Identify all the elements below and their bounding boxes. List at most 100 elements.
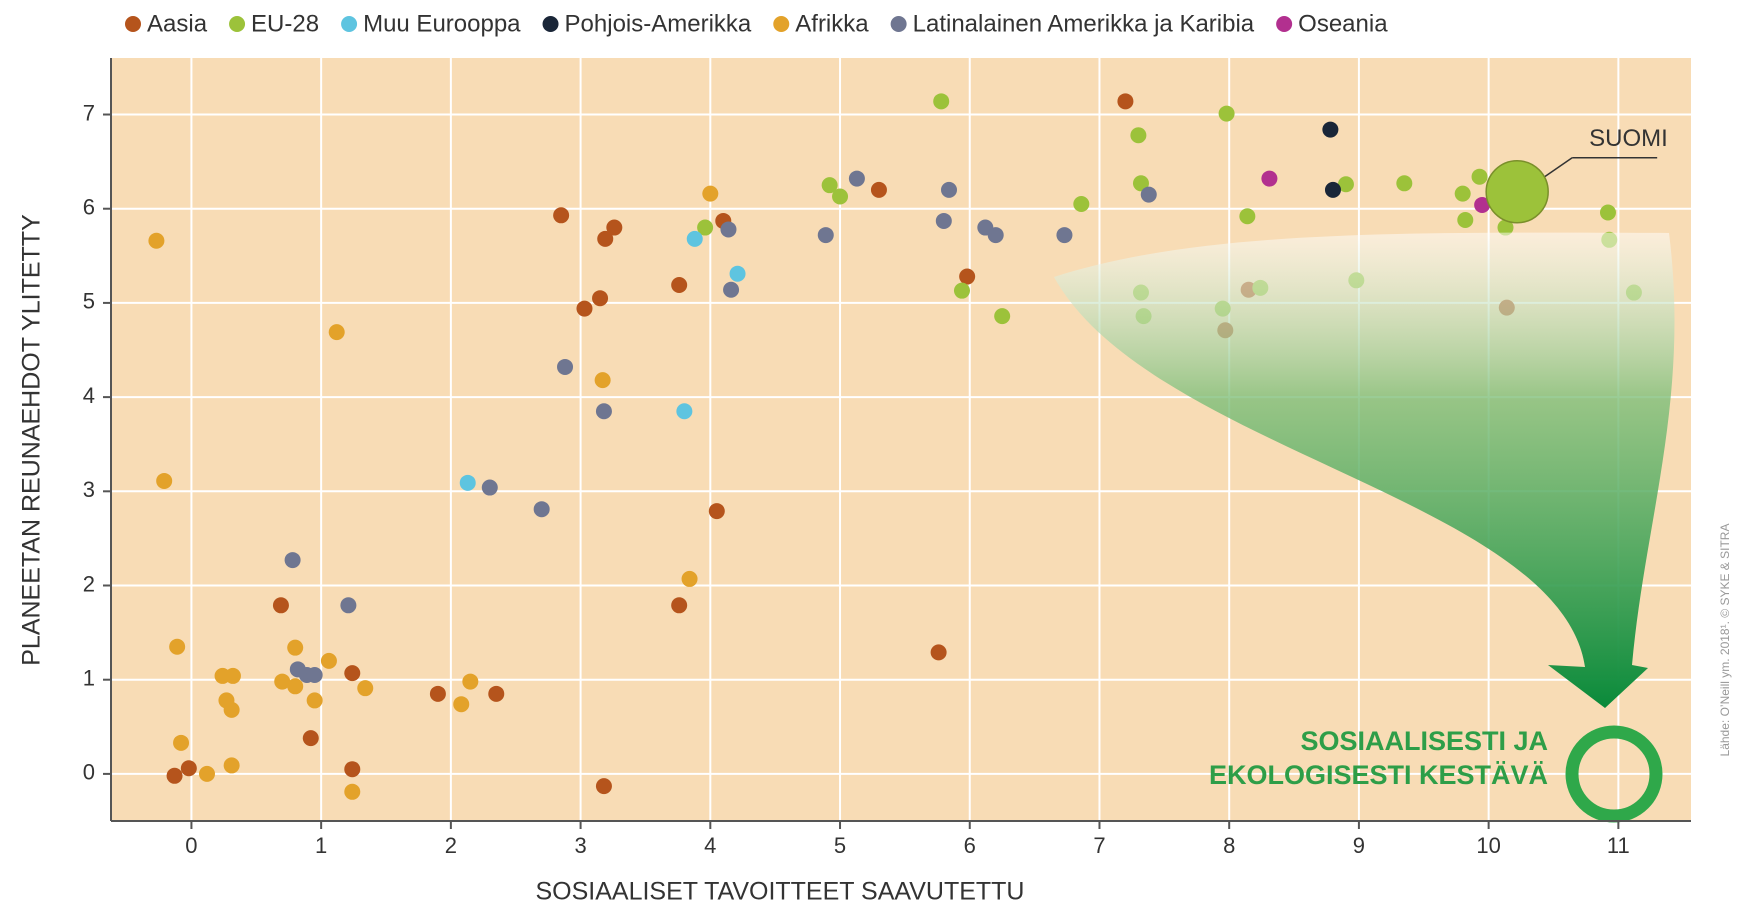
point	[1457, 212, 1473, 228]
point	[1239, 208, 1255, 224]
source: Lähde: O’Neill ym. 2018¹. © SYKE & SITRA	[1718, 524, 1732, 757]
point	[818, 227, 834, 243]
point	[1396, 175, 1412, 191]
legend-marker	[125, 16, 141, 32]
point	[285, 552, 301, 568]
point	[592, 290, 608, 306]
point	[344, 761, 360, 777]
point	[344, 784, 360, 800]
legend-marker	[229, 16, 245, 32]
y-tick-label: 4	[83, 383, 95, 408]
point	[988, 227, 1004, 243]
point	[676, 403, 692, 419]
y-tick-label: 2	[83, 571, 95, 596]
point	[1322, 122, 1338, 138]
point	[482, 480, 498, 496]
legend-label: Pohjois-Amerikka	[565, 10, 752, 37]
legend-marker	[1276, 16, 1292, 32]
legend-label: Oseania	[1298, 10, 1388, 37]
x-tick-label: 5	[834, 833, 846, 858]
x-tick-label: 2	[445, 833, 457, 858]
point	[462, 674, 478, 690]
point	[1219, 106, 1235, 122]
point	[173, 735, 189, 751]
legend-marker	[543, 16, 559, 32]
point	[941, 182, 957, 198]
chart: SOSIAALISESTI JA EKOLOGISESTI KESTÄVÄ SO…	[0, 0, 1739, 911]
point	[606, 220, 622, 236]
point	[931, 644, 947, 660]
point	[682, 571, 698, 587]
legend: AasiaEU-28Muu EurooppaPohjois-AmerikkaAf…	[125, 10, 1388, 37]
x-tick-label: 0	[185, 833, 197, 858]
point	[1472, 169, 1488, 185]
point	[307, 667, 323, 683]
point	[1073, 196, 1089, 212]
point	[224, 702, 240, 718]
legend-marker	[773, 16, 789, 32]
point	[832, 188, 848, 204]
legend-label: Aasia	[147, 10, 208, 37]
y-axis-label: PLANEETAN REUNAEHDOT YLITETTY	[18, 214, 46, 666]
legend-marker	[341, 16, 357, 32]
y-tick-label: 6	[83, 195, 95, 220]
point	[1455, 186, 1471, 202]
point	[936, 213, 952, 229]
y-tick-label: 1	[83, 666, 95, 691]
x-tick-label: 1	[315, 833, 327, 858]
point	[553, 207, 569, 223]
point	[329, 324, 345, 340]
legend-label: Latinalainen Amerikka ja Karibia	[913, 10, 1255, 37]
legend-marker	[891, 16, 907, 32]
goal-label: EKOLOGISESTI KESTÄVÄ	[1209, 760, 1548, 790]
point	[994, 308, 1010, 324]
y-tick-label: 5	[83, 289, 95, 314]
x-tick-label: 8	[1223, 833, 1235, 858]
legend-label: EU-28	[251, 10, 319, 37]
point	[287, 640, 303, 656]
y-tick-label: 7	[83, 100, 95, 125]
x-tick-label: 6	[964, 833, 976, 858]
point	[169, 639, 185, 655]
point	[595, 372, 611, 388]
point	[933, 93, 949, 109]
point	[224, 757, 240, 773]
point	[557, 359, 573, 375]
point	[1117, 93, 1133, 109]
point	[148, 233, 164, 249]
point	[709, 503, 725, 519]
point	[488, 686, 504, 702]
point	[199, 766, 215, 782]
point	[1141, 187, 1157, 203]
annotation-label: SUOMI	[1589, 125, 1668, 152]
point	[1261, 171, 1277, 187]
point	[340, 597, 356, 613]
x-tick-label: 11	[1607, 833, 1630, 858]
x-tick-label: 10	[1476, 833, 1500, 858]
x-axis-label: SOSIAALISET TAVOITTEET SAAVUTETTU	[535, 878, 1024, 906]
x-tick-label: 3	[574, 833, 586, 858]
point	[730, 266, 746, 282]
point	[687, 231, 703, 247]
point	[1600, 204, 1616, 220]
point	[225, 668, 241, 684]
point	[720, 221, 736, 237]
point	[460, 475, 476, 491]
point	[671, 277, 687, 293]
point	[156, 473, 172, 489]
point	[273, 597, 289, 613]
point	[344, 665, 360, 681]
point	[1325, 182, 1341, 198]
point	[596, 403, 612, 419]
legend-label: Muu Eurooppa	[363, 10, 521, 37]
point	[321, 653, 337, 669]
point	[303, 730, 319, 746]
point	[307, 692, 323, 708]
x-tick-label: 4	[704, 833, 716, 858]
x-tick-label: 7	[1093, 833, 1105, 858]
y-tick-label: 3	[83, 477, 95, 502]
goal-label: SOSIAALISESTI JA	[1300, 726, 1548, 756]
point	[287, 678, 303, 694]
point	[167, 768, 183, 784]
x-tick-label: 9	[1353, 833, 1365, 858]
